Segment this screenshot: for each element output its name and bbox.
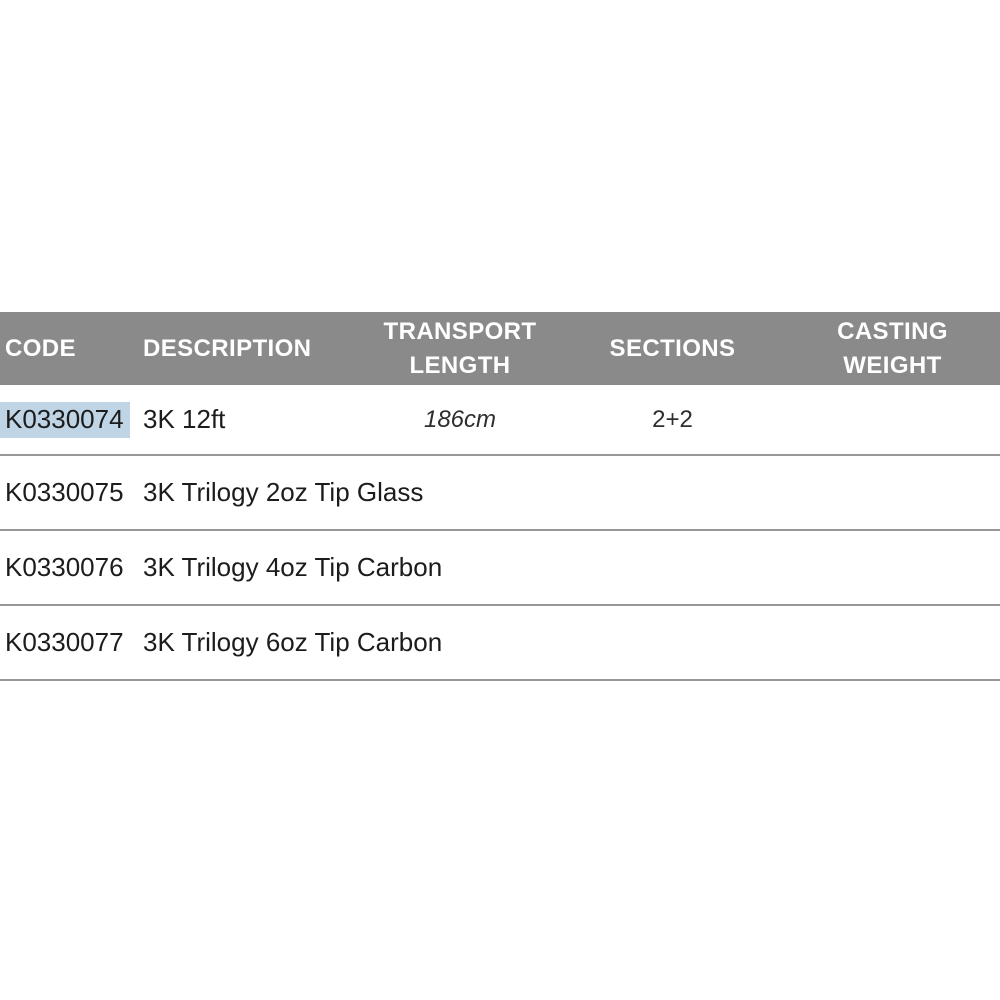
cell-transport-length: 186cm bbox=[423, 405, 497, 433]
cell-code: K0330075 bbox=[0, 475, 135, 511]
cell-code: K0330076 bbox=[0, 550, 135, 586]
column-header-sections: SECTIONS bbox=[609, 334, 736, 362]
cell-description: 3K Trilogy 4oz Tip Carbon bbox=[143, 552, 443, 582]
cell-description: 3K 12ft bbox=[143, 404, 226, 434]
cell-code: K0330074 bbox=[0, 401, 135, 438]
column-header-description: DESCRIPTION bbox=[143, 334, 312, 362]
column-header-transport-length: TRANSPORT LENGTH bbox=[360, 315, 560, 383]
column-header-transport-length-label: TRANSPORT LENGTH bbox=[383, 317, 537, 379]
table-header-row: CODE DESCRIPTION TRANSPORT LENGTH SECTIO… bbox=[0, 312, 1000, 385]
table-row: K0330077 3K Trilogy 6oz Tip Carbon bbox=[0, 606, 1000, 681]
cell-description: 3K Trilogy 2oz Tip Glass bbox=[143, 477, 424, 507]
table-row: K0330076 3K Trilogy 4oz Tip Carbon bbox=[0, 531, 1000, 606]
cell-sections: 2+2 bbox=[652, 405, 693, 433]
product-spec-table: CODE DESCRIPTION TRANSPORT LENGTH SECTIO… bbox=[0, 312, 1000, 681]
code-text: K0330076 bbox=[5, 551, 124, 582]
table-row: K0330074 3K 12ft 186cm 2+2 bbox=[0, 385, 1000, 456]
code-text: K0330077 bbox=[5, 626, 124, 657]
column-header-casting-weight-label: CASTING WEIGHT bbox=[837, 317, 948, 379]
column-header-code: CODE bbox=[5, 334, 76, 362]
column-header-casting-weight: CASTING WEIGHT bbox=[785, 315, 1000, 383]
selected-code-highlight[interactable]: K0330074 bbox=[0, 401, 130, 438]
table-row: K0330075 3K Trilogy 2oz Tip Glass bbox=[0, 456, 1000, 531]
cell-description: 3K Trilogy 6oz Tip Carbon bbox=[143, 627, 443, 657]
cell-code: K0330077 bbox=[0, 625, 135, 661]
code-text: K0330075 bbox=[5, 476, 124, 507]
